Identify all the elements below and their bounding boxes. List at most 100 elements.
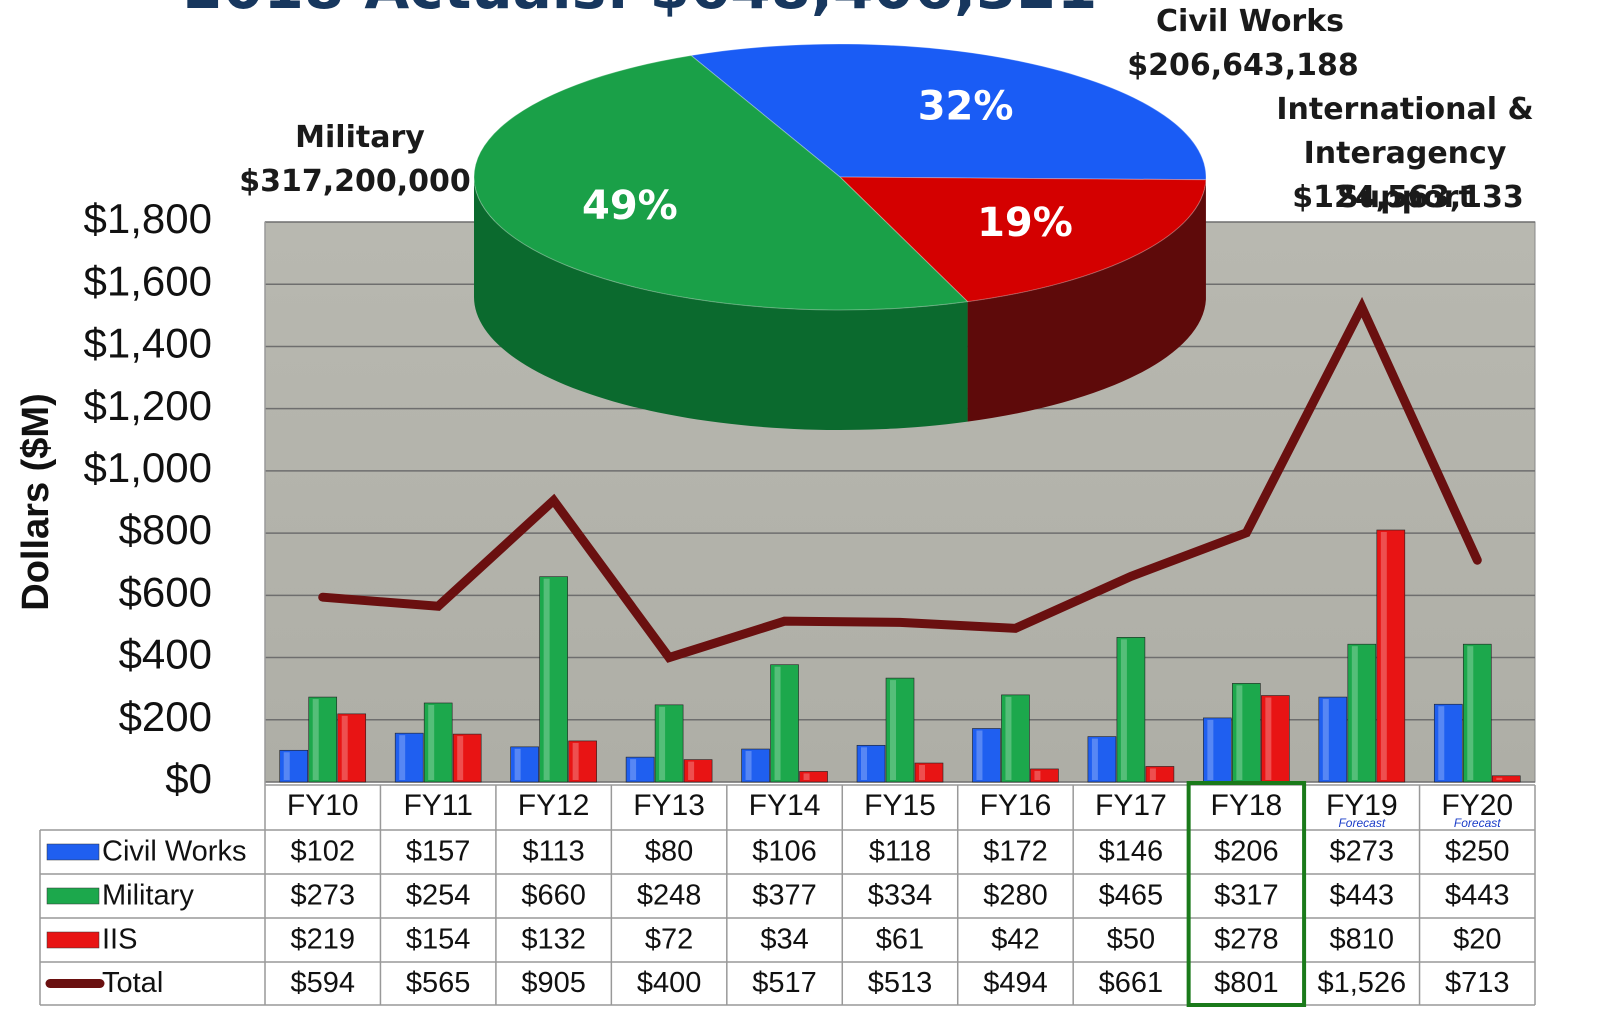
table-value: $810 <box>1330 924 1395 956</box>
bar <box>1232 683 1261 783</box>
y-tick-label: $1,400 <box>84 320 212 367</box>
bar <box>1318 696 1348 783</box>
table-value: $157 <box>406 836 471 868</box>
x-tick-label: FY19 <box>1326 789 1398 822</box>
y-tick-label: $800 <box>119 506 212 553</box>
table-value: $334 <box>868 880 933 912</box>
pie-label: Military <box>295 120 425 155</box>
table-value: $513 <box>868 967 933 999</box>
bar <box>337 713 367 783</box>
table-value: $250 <box>1445 836 1510 868</box>
table-value: $61 <box>876 924 924 956</box>
table-value: $20 <box>1453 924 1501 956</box>
pie-value-label: 32% <box>918 83 1014 129</box>
bar-shine <box>1496 777 1503 780</box>
table-value: $278 <box>1214 924 1279 956</box>
bar <box>279 749 309 783</box>
bar <box>510 746 539 783</box>
forecast-note: Forecast <box>1338 816 1385 830</box>
table-value: $154 <box>406 924 471 956</box>
bar <box>1491 775 1521 783</box>
table-value: $146 <box>1099 836 1164 868</box>
bar-shine <box>1149 768 1156 780</box>
table-value: $1,526 <box>1317 967 1406 999</box>
bar-shine <box>1380 532 1387 780</box>
bar-shine <box>976 730 983 780</box>
bar <box>308 696 338 783</box>
y-tick-label: $1,000 <box>84 444 212 491</box>
y-tick-label: $0 <box>165 755 212 802</box>
pie-side <box>967 179 1206 422</box>
bar <box>885 677 915 783</box>
x-tick-label: FY12 <box>518 789 590 822</box>
y-tick-label: $1,800 <box>84 195 212 242</box>
bar-shine <box>890 680 896 780</box>
table-value: $254 <box>406 880 471 912</box>
legend-label: Civil Works <box>102 836 246 868</box>
bar <box>799 771 828 783</box>
bar <box>1145 766 1175 783</box>
table-value: $280 <box>983 880 1048 912</box>
bar-shine <box>919 765 925 780</box>
bar <box>1030 768 1059 783</box>
chart-title: 2018 Actuals: $648,406,321 <box>183 0 1097 22</box>
bar <box>770 664 799 783</box>
bar <box>654 704 684 783</box>
bar <box>1261 695 1290 783</box>
pie-amount-label: $317,200,000 <box>239 164 471 199</box>
bar <box>423 702 453 783</box>
legend-key <box>46 887 100 905</box>
x-tick-label: FY18 <box>1211 789 1283 822</box>
table-value: $565 <box>406 967 471 999</box>
table-value: $465 <box>1099 880 1164 912</box>
bar-shine <box>543 578 550 780</box>
bar-shine <box>1005 696 1012 780</box>
table-value: $113 <box>522 836 584 868</box>
bar <box>914 762 944 783</box>
x-tick-label: FY11 <box>403 789 472 822</box>
x-tick-label: FY13 <box>633 789 705 822</box>
bar-shine <box>399 735 406 780</box>
bar-shine <box>1034 770 1041 780</box>
table-value: $443 <box>1445 880 1510 912</box>
pie-slice <box>838 176 1207 303</box>
pie-value-label: 19% <box>977 200 1073 246</box>
bar-shine <box>688 761 695 780</box>
pie-amount-label: $124,563,133 <box>1292 180 1524 215</box>
table-value: $713 <box>1445 967 1510 999</box>
y-tick-label: $1,600 <box>84 257 212 304</box>
bar-shine <box>659 706 666 780</box>
bar-shine <box>312 699 319 780</box>
table-value: $443 <box>1330 880 1395 912</box>
table-value: $494 <box>983 967 1048 999</box>
bar <box>972 728 1001 783</box>
table-value: $102 <box>290 836 355 868</box>
table-value: $42 <box>991 924 1039 956</box>
bar <box>856 744 886 783</box>
bar-shine <box>1438 706 1445 780</box>
table-value: $118 <box>869 836 931 868</box>
bar-shine <box>1265 697 1272 780</box>
bar-shine <box>428 704 435 780</box>
highlight-box <box>1186 781 1307 1007</box>
forecast-note: Forecast <box>1454 816 1501 830</box>
table-value: $660 <box>521 880 586 912</box>
x-tick-label: FY15 <box>864 789 936 822</box>
table-value: $801 <box>1214 967 1279 999</box>
table-value: $400 <box>637 967 702 999</box>
bar-shine <box>341 715 348 780</box>
bar-shine <box>630 759 637 780</box>
bar <box>625 756 655 783</box>
table-value: $80 <box>645 836 693 868</box>
y-tick-label: $600 <box>119 568 212 615</box>
bar-shine <box>803 773 810 780</box>
bar-shine <box>514 748 521 780</box>
table-value: $206 <box>1214 836 1279 868</box>
bar-shine <box>774 666 781 780</box>
y-tick-label: $1,200 <box>84 382 212 429</box>
line <box>318 296 1482 663</box>
bar-shine <box>1467 646 1474 780</box>
bar-shine <box>1207 719 1214 780</box>
